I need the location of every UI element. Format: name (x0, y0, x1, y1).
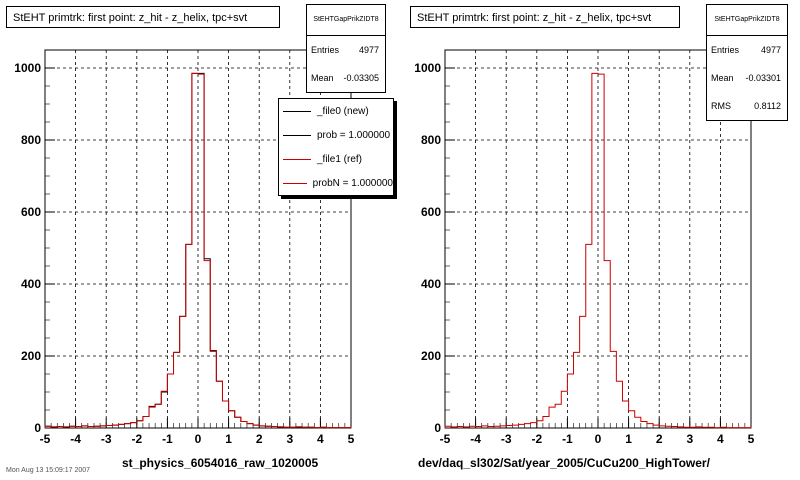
left-x-tick-label-2: -3 (101, 432, 112, 446)
legend-label-file0: _file0 (new) (317, 105, 369, 117)
left-stats-entries-label: Entries (311, 45, 340, 55)
legend-label-probn: probN = 1.000000 (312, 177, 393, 189)
right-histogram-pad: -5 -4 -3 -2 -1 0 1 2 3 4 5 0 200 400 600 800 1000 StEHT … (400, 0, 798, 480)
right-x-tick-label-4: -1 (562, 432, 573, 446)
right-stats-rms-label: RMS (711, 101, 731, 111)
left-x-tick-label-10: 5 (348, 432, 355, 446)
left-x-tick-label-9: 4 (317, 432, 324, 446)
right-y-tick-label-2: 400 (421, 277, 441, 291)
right-stats-row-mean: Mean -0.03301 (707, 64, 787, 92)
footer-timestamp: Mon Aug 13 15:09:17 2007 (6, 467, 91, 474)
right-stats-box: StEHTGapPrikZIDT8 Entries 4977 Mean -0.0… (706, 4, 788, 121)
legend-swatch-prob (283, 134, 311, 136)
right-y-tick-label-0: 0 (434, 421, 441, 435)
left-stats-name: StEHTGapPrikZIDT8 (307, 5, 385, 36)
left-x-tick-label-5: 0 (195, 432, 202, 446)
left-x-axis-title: st_physics_6054016_raw_1020005 (122, 456, 319, 470)
left-x-tick-label-6: 1 (225, 432, 232, 446)
legend-entry-file0: _file0 (new) (279, 99, 393, 123)
left-y-tick-label-4: 800 (21, 133, 41, 147)
legend-label-file1: _file1 (ref) (317, 153, 363, 165)
right-x-tick-label-5: 0 (595, 432, 602, 446)
left-x-tick-label-3: -2 (131, 432, 142, 446)
right-histogram-plot: -5 -4 -3 -2 -1 0 1 2 3 4 5 0 200 400 600 800 1000 (414, 49, 755, 446)
legend-label-prob: prob = 1.000000 (317, 129, 391, 141)
legend-entry-prob: prob = 1.000000 (279, 123, 393, 147)
right-plot-title: StEHT primtrk: first point: z_hit - z_he… (410, 6, 680, 28)
right-stats-mean-value: -0.03301 (745, 73, 781, 83)
left-stats-box: StEHTGapPrikZIDT8 Entries 4977 Mean -0.0… (306, 4, 386, 93)
left-y-tick-label-5: 1000 (14, 61, 41, 75)
left-y-tick-label-2: 400 (21, 277, 41, 291)
legend-swatch-probn (283, 182, 307, 184)
right-y-tick-label-1: 200 (421, 349, 441, 363)
left-stats-entries-value: 4977 (358, 45, 379, 55)
left-stats-mean-value: -0.03305 (343, 73, 379, 83)
left-x-tick-label-8: 3 (286, 432, 293, 446)
left-series-1-line (44, 72, 352, 429)
left-plot-title: StEHT primtrk: first point: z_hit - z_he… (6, 6, 280, 28)
right-stats-row-entries: Entries 4977 (707, 36, 787, 64)
right-stats-row-rms: RMS 0.8112 (707, 92, 787, 120)
left-stats-row-mean: Mean -0.03305 (307, 64, 385, 92)
right-y-tick-label-3: 600 (421, 205, 441, 219)
right-x-tick-label-2: -3 (501, 432, 512, 446)
left-x-tick-label-4: -1 (162, 432, 173, 446)
legend: _file0 (new) prob = 1.000000 _file1 (ref… (278, 98, 394, 196)
left-stats-mean-label: Mean (311, 73, 334, 83)
right-y-tick-label-4: 800 (421, 133, 441, 147)
left-y-tick-label-0: 0 (34, 421, 41, 435)
right-stats-mean-label: Mean (711, 73, 734, 83)
right-x-tick-label-6: 1 (625, 432, 632, 446)
left-y-tick-label-1: 200 (21, 349, 41, 363)
right-x-tick-label-7: 2 (656, 432, 663, 446)
legend-swatch-file1 (283, 158, 311, 160)
left-x-tick-label-1: -4 (70, 432, 81, 446)
left-stats-row-entries: Entries 4977 (307, 36, 385, 64)
left-histogram-pad: -5 -4 -3 -2 -1 0 1 2 3 4 5 0 200 400 600 800 1000 StEHT … (0, 0, 398, 480)
right-x-tick-label-0: -5 (440, 432, 451, 446)
right-series-0-line (444, 72, 752, 429)
right-stats-entries-label: Entries (711, 45, 740, 55)
left-x-tick-label-0: -5 (40, 432, 51, 446)
right-x-axis-title: dev/daq_sl302/Sat/year_2005/CuCu200_High… (418, 456, 710, 470)
right-x-tick-label-3: -2 (531, 432, 542, 446)
right-stats-entries-value: 4977 (760, 45, 781, 55)
right-x-tick-label-10: 5 (748, 432, 755, 446)
left-y-tick-label-3: 600 (21, 205, 41, 219)
legend-entry-probn: probN = 1.000000 (279, 171, 393, 195)
legend-entry-file1: _file1 (ref) (279, 147, 393, 171)
right-stats-rms-value: 0.8112 (754, 101, 781, 111)
right-x-tick-label-8: 3 (686, 432, 693, 446)
right-x-tick-label-9: 4 (717, 432, 724, 446)
right-x-tick-label-1: -4 (470, 432, 481, 446)
right-y-tick-label-5: 1000 (414, 61, 441, 75)
right-stats-name: StEHTGapPrikZIDT8 (707, 5, 787, 36)
legend-swatch-file0 (283, 110, 311, 112)
left-x-tick-label-7: 2 (256, 432, 263, 446)
